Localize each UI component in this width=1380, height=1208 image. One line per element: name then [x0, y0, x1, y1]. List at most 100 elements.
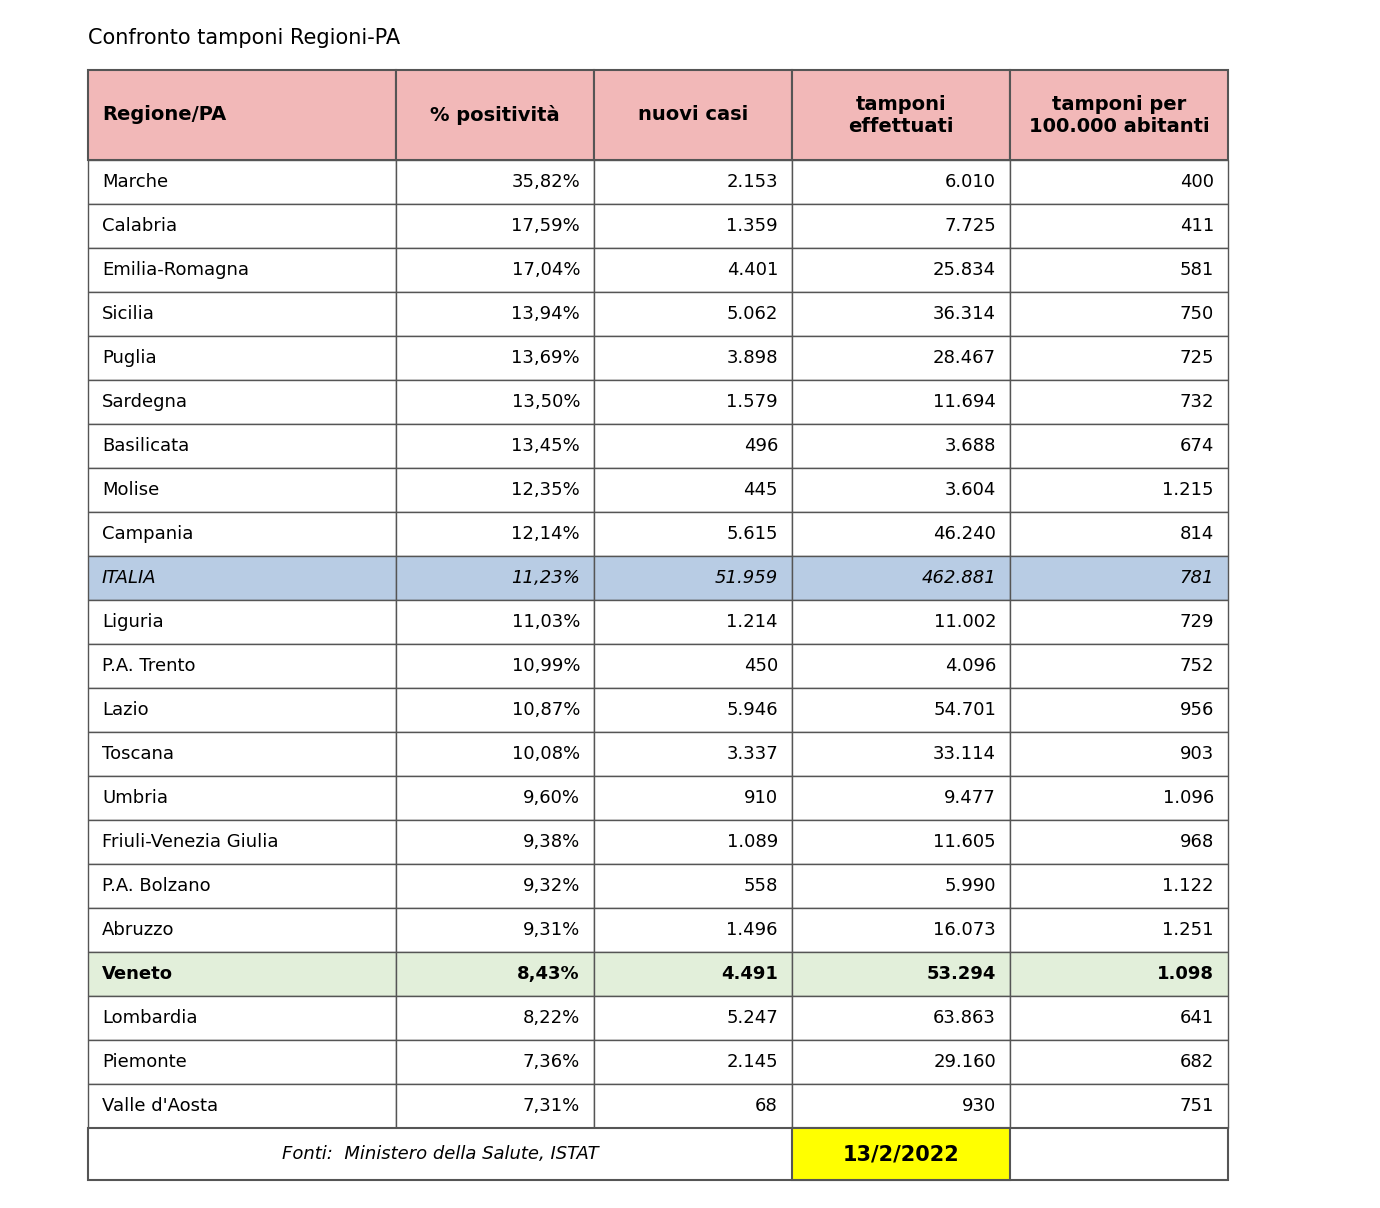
Text: 752: 752: [1180, 657, 1214, 675]
Text: P.A. Bolzano: P.A. Bolzano: [102, 877, 211, 895]
Bar: [792, 292, 1010, 336]
Bar: [396, 424, 593, 467]
Bar: [88, 70, 396, 159]
Bar: [792, 204, 1010, 248]
Bar: [396, 1040, 593, 1084]
Text: 8,22%: 8,22%: [523, 1009, 580, 1027]
Text: 36.314: 36.314: [933, 304, 996, 323]
Text: 9.477: 9.477: [944, 789, 996, 807]
Bar: [396, 644, 593, 689]
Text: 9,60%: 9,60%: [523, 789, 580, 807]
Bar: [593, 644, 792, 689]
Bar: [792, 556, 1010, 600]
Bar: [593, 512, 792, 556]
Bar: [593, 467, 792, 512]
Text: Liguria: Liguria: [102, 612, 164, 631]
Text: Abruzzo: Abruzzo: [102, 920, 174, 939]
Text: 462.881: 462.881: [922, 569, 996, 587]
Bar: [593, 689, 792, 732]
Text: Calabria: Calabria: [102, 217, 177, 236]
Bar: [792, 512, 1010, 556]
Bar: [1010, 248, 1228, 292]
Bar: [396, 556, 593, 600]
Bar: [88, 644, 396, 689]
Bar: [1010, 1040, 1228, 1084]
Bar: [792, 776, 1010, 820]
Bar: [593, 997, 792, 1040]
Text: 1.359: 1.359: [726, 217, 778, 236]
Bar: [593, 908, 792, 952]
Text: 16.073: 16.073: [933, 920, 996, 939]
Bar: [88, 820, 396, 864]
Text: 558: 558: [744, 877, 778, 895]
Bar: [593, 336, 792, 381]
Bar: [396, 248, 593, 292]
Text: 1.579: 1.579: [726, 393, 778, 411]
Bar: [792, 70, 1010, 159]
Text: Veneto: Veneto: [102, 965, 172, 983]
Bar: [792, 381, 1010, 424]
Bar: [88, 424, 396, 467]
Bar: [88, 204, 396, 248]
Bar: [396, 997, 593, 1040]
Text: 1.214: 1.214: [726, 612, 778, 631]
Bar: [88, 292, 396, 336]
Text: 930: 930: [962, 1097, 996, 1115]
Text: Fonti:  Ministero della Salute, ISTAT: Fonti: Ministero della Salute, ISTAT: [282, 1145, 599, 1163]
Text: ITALIA: ITALIA: [102, 569, 156, 587]
Text: Piemonte: Piemonte: [102, 1053, 186, 1071]
Text: tamponi per
100.000 abitanti: tamponi per 100.000 abitanti: [1028, 94, 1209, 135]
Text: 956: 956: [1180, 701, 1214, 719]
Bar: [88, 381, 396, 424]
Text: 29.160: 29.160: [933, 1053, 996, 1071]
Bar: [396, 952, 593, 997]
Bar: [88, 952, 396, 997]
Bar: [792, 424, 1010, 467]
Text: Basilicata: Basilicata: [102, 437, 189, 455]
Bar: [593, 556, 792, 600]
Text: 910: 910: [744, 789, 778, 807]
Text: 4.401: 4.401: [727, 261, 778, 279]
Text: Sardegna: Sardegna: [102, 393, 188, 411]
Bar: [1010, 997, 1228, 1040]
Bar: [593, 292, 792, 336]
Text: 53.294: 53.294: [926, 965, 996, 983]
Text: 11.694: 11.694: [933, 393, 996, 411]
Bar: [396, 776, 593, 820]
Text: 496: 496: [744, 437, 778, 455]
Bar: [1010, 732, 1228, 776]
Text: 732: 732: [1180, 393, 1214, 411]
Bar: [88, 248, 396, 292]
Text: % positività: % positività: [431, 105, 560, 124]
Text: 7,36%: 7,36%: [523, 1053, 580, 1071]
Bar: [1010, 556, 1228, 600]
Bar: [593, 732, 792, 776]
Text: 814: 814: [1180, 525, 1214, 544]
Text: 968: 968: [1180, 834, 1214, 850]
Bar: [1010, 689, 1228, 732]
Bar: [593, 1040, 792, 1084]
Bar: [396, 820, 593, 864]
Bar: [1010, 424, 1228, 467]
Bar: [396, 159, 593, 204]
Bar: [396, 1084, 593, 1128]
Bar: [88, 1040, 396, 1084]
Text: 5.615: 5.615: [726, 525, 778, 544]
Text: 1.215: 1.215: [1162, 481, 1214, 499]
Bar: [396, 732, 593, 776]
Bar: [792, 1084, 1010, 1128]
Text: 13,45%: 13,45%: [511, 437, 580, 455]
Bar: [1010, 644, 1228, 689]
Text: 2.153: 2.153: [726, 173, 778, 191]
Bar: [1010, 381, 1228, 424]
Text: 11,03%: 11,03%: [512, 612, 580, 631]
Bar: [88, 908, 396, 952]
Text: 4.096: 4.096: [945, 657, 996, 675]
Text: 400: 400: [1180, 173, 1214, 191]
Bar: [593, 864, 792, 908]
Bar: [792, 820, 1010, 864]
Bar: [88, 997, 396, 1040]
Bar: [1010, 864, 1228, 908]
Text: 33.114: 33.114: [933, 745, 996, 763]
Text: Marche: Marche: [102, 173, 168, 191]
